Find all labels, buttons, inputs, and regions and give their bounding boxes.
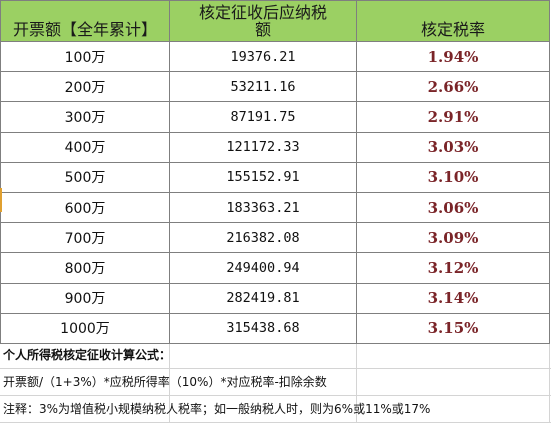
header-tax-line1: 核定征收后应纳税 (198, 3, 327, 22)
tax-rate-table: 开票额【全年累计】 核定征收后应纳税 额 核定税率 100万 19376.21 … (0, 0, 550, 344)
tax-cell[interactable]: 282419.81 (169, 282, 357, 314)
amount-cell[interactable]: 600万 (0, 191, 170, 224)
table-row: 400万 121172.33 3.03% (0, 131, 550, 163)
amount-cell[interactable]: 200万 (0, 71, 170, 103)
tax-cell[interactable]: 155152.91 (169, 161, 357, 193)
rate-cell[interactable]: 3.03% (356, 131, 550, 163)
rate-cell[interactable]: 2.66% (356, 71, 550, 103)
table-row: 800万 249400.94 3.12% (0, 252, 550, 284)
amount-cell[interactable]: 800万 (0, 252, 170, 284)
formula-title[interactable]: 个人所得税核定征收计算公式： (0, 342, 551, 369)
tax-cell[interactable]: 19376.21 (169, 40, 357, 73)
grid-line (549, 0, 550, 423)
amount-cell[interactable]: 400万 (0, 131, 170, 163)
rate-cell[interactable]: 3.09% (356, 222, 550, 254)
table-row: 100万 19376.21 1.94% (0, 40, 550, 73)
amount-cell[interactable]: 1000万 (0, 312, 170, 344)
tax-cell[interactable]: 249400.94 (169, 252, 357, 284)
table-row: 200万 53211.16 2.66% (0, 71, 550, 103)
table-row: 500万 155152.91 3.10% (0, 161, 550, 193)
header-tax[interactable]: 核定征收后应纳税 额 (169, 0, 357, 42)
rate-cell[interactable]: 2.91% (356, 101, 550, 133)
rate-cell[interactable]: 3.10% (356, 161, 550, 193)
tax-cell[interactable]: 216382.08 (169, 222, 357, 254)
tax-cell[interactable]: 87191.75 (169, 101, 357, 133)
rate-cell[interactable]: 3.06% (356, 191, 550, 224)
amount-cell[interactable]: 700万 (0, 222, 170, 254)
rate-cell[interactable]: 3.12% (356, 252, 550, 284)
amount-cell[interactable]: 100万 (0, 40, 170, 73)
amount-cell[interactable]: 900万 (0, 282, 170, 314)
tax-cell[interactable]: 183363.21 (169, 191, 357, 224)
row-marker (0, 188, 2, 212)
tax-cell[interactable]: 121172.33 (169, 131, 357, 163)
table-row: 300万 87191.75 2.91% (0, 101, 550, 133)
table-row: 600万 183363.21 3.06% (0, 191, 550, 224)
amount-cell[interactable]: 300万 (0, 101, 170, 133)
header-row: 开票额【全年累计】 核定征收后应纳税 额 核定税率 (0, 0, 550, 42)
header-rate-label: 核定税率 (420, 20, 485, 39)
remark-text[interactable]: 注释：3%为增值税小规模纳税人税率；如一般纳税人时，则为6%或11%或17% (0, 396, 551, 423)
formula-text[interactable]: 开票额/（1+3%）*应税所得率（10%）*对应税率-扣除余数 (0, 369, 551, 396)
header-rate[interactable]: 核定税率 (356, 0, 550, 42)
header-amount-label: 开票额【全年累计】 (12, 20, 157, 39)
rate-cell[interactable]: 3.14% (356, 282, 550, 314)
notes-section: 个人所得税核定征收计算公式： 开票额/（1+3%）*应税所得率（10%）*对应税… (0, 342, 551, 423)
header-tax-line2: 额 (254, 20, 271, 39)
table-row: 900万 282419.81 3.14% (0, 282, 550, 314)
rate-cell[interactable]: 3.15% (356, 312, 550, 344)
amount-cell[interactable]: 500万 (0, 161, 170, 193)
tax-cell[interactable]: 53211.16 (169, 71, 357, 103)
header-amount[interactable]: 开票额【全年累计】 (0, 0, 170, 42)
table-row: 700万 216382.08 3.09% (0, 222, 550, 254)
tax-cell[interactable]: 315438.68 (169, 312, 357, 344)
table-row: 1000万 315438.68 3.15% (0, 312, 550, 344)
rate-cell[interactable]: 1.94% (356, 40, 550, 73)
